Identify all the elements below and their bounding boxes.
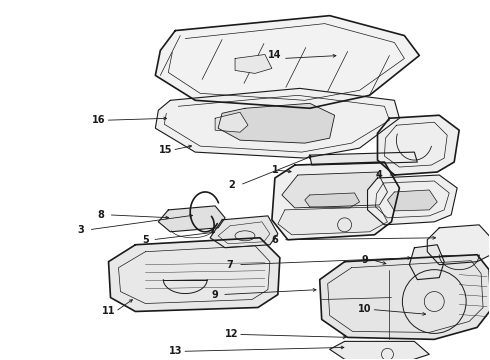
Polygon shape [377,115,459,175]
Polygon shape [388,190,437,211]
Polygon shape [278,207,388,235]
Text: 13: 13 [169,346,182,356]
Polygon shape [330,341,429,360]
Polygon shape [272,162,399,240]
Polygon shape [319,255,490,339]
Polygon shape [310,152,417,165]
Polygon shape [409,245,444,280]
Polygon shape [155,15,419,108]
Text: 9: 9 [212,289,219,300]
Text: 8: 8 [97,210,104,220]
Text: 14: 14 [268,50,282,60]
Text: 12: 12 [225,329,239,339]
Text: 16: 16 [92,115,105,125]
Text: 2: 2 [229,180,235,190]
Text: 6: 6 [271,235,278,245]
Text: 9: 9 [361,255,368,265]
Polygon shape [235,54,272,73]
Text: 4: 4 [376,170,383,180]
Polygon shape [155,88,399,158]
Text: 5: 5 [142,235,149,245]
Polygon shape [158,206,225,232]
Polygon shape [282,172,388,208]
Text: 1: 1 [271,165,278,175]
Polygon shape [218,103,335,143]
Text: 10: 10 [358,305,371,315]
Polygon shape [210,216,278,248]
Polygon shape [108,238,280,311]
Text: 15: 15 [159,145,172,155]
Text: 7: 7 [227,260,233,270]
Polygon shape [368,175,457,225]
Text: 3: 3 [77,225,84,235]
Polygon shape [427,225,490,265]
Text: 11: 11 [102,306,115,316]
Polygon shape [305,193,360,208]
Polygon shape [215,112,248,132]
